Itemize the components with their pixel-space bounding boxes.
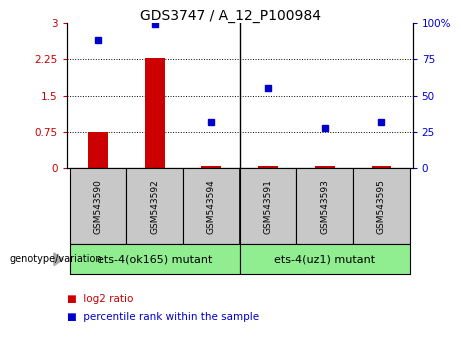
Text: GSM543593: GSM543593 — [320, 179, 329, 234]
Bar — [315, 166, 335, 168]
Bar — [126, 168, 183, 244]
Text: GSM543592: GSM543592 — [150, 179, 159, 234]
Text: ■  percentile rank within the sample: ■ percentile rank within the sample — [67, 312, 259, 322]
Bar — [296, 168, 353, 244]
Bar — [240, 244, 410, 274]
Text: GDS3747 / A_12_P100984: GDS3747 / A_12_P100984 — [140, 9, 321, 23]
Text: GSM543595: GSM543595 — [377, 179, 386, 234]
Bar — [70, 168, 126, 244]
Text: ■  log2 ratio: ■ log2 ratio — [67, 294, 133, 304]
Bar — [201, 166, 221, 168]
Text: ets-4(uz1) mutant: ets-4(uz1) mutant — [274, 254, 375, 264]
Text: genotype/variation: genotype/variation — [9, 254, 102, 264]
Text: GSM543594: GSM543594 — [207, 179, 216, 234]
Text: GSM543591: GSM543591 — [264, 179, 272, 234]
Text: GSM543590: GSM543590 — [94, 179, 102, 234]
Bar — [70, 244, 240, 274]
Bar — [183, 168, 240, 244]
Bar — [353, 168, 410, 244]
Bar — [88, 132, 108, 168]
Bar — [372, 166, 391, 168]
Bar — [258, 166, 278, 168]
Bar — [145, 58, 165, 168]
Text: ets-4(ok165) mutant: ets-4(ok165) mutant — [97, 254, 213, 264]
Bar — [240, 168, 296, 244]
